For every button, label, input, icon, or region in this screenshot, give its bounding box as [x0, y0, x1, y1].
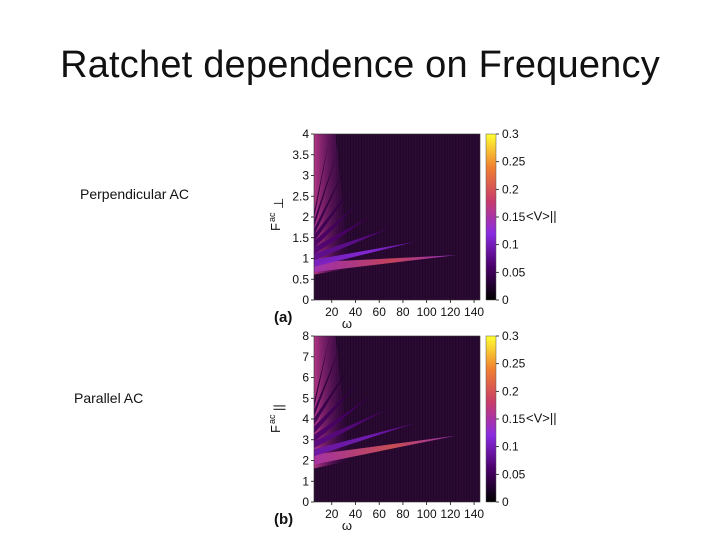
- y-tick-label: 5: [302, 391, 309, 405]
- resonance-tongue: [314, 435, 457, 465]
- colorbar-tick-label: 0.05: [502, 467, 526, 481]
- resonance-tongue: [314, 394, 374, 442]
- y-tick-label: 3: [302, 169, 309, 183]
- colorbar-tick-label: 0.1: [502, 440, 519, 454]
- x-tick-label: 20: [325, 305, 339, 319]
- low-frequency-region: [314, 134, 350, 275]
- y-axis-label-main: F: [268, 425, 283, 433]
- x-tick-label: 60: [373, 507, 387, 521]
- heatmap-svg-parallel: 0 1 2 3 4 5 6 7 8 20 40 60 80 100 120 140 ω (b) Fac || 0 0.05…: [267, 330, 557, 533]
- x-tick-label: 20: [325, 507, 339, 521]
- x-tick-label: 140: [464, 507, 484, 521]
- y-tick-label: 3.5: [292, 148, 309, 162]
- parallel-ac-label: Parallel AC: [74, 390, 144, 406]
- colorbar-tick-label: 0.15: [502, 412, 526, 426]
- x-axis-label: ω: [342, 316, 352, 331]
- colorbar-tick-label: 0.25: [502, 357, 526, 371]
- y-axis-label-sub: ⊥: [271, 198, 286, 209]
- resonance-tongue: [314, 241, 415, 267]
- y-tick-label: 2: [302, 454, 309, 468]
- y-axis-label: Fac ⊥: [267, 198, 286, 231]
- colorbar-tick-label: 0.1: [502, 238, 519, 252]
- y-axis-label: Fac ||: [267, 404, 286, 433]
- colorbar-tick-label: 0.15: [502, 210, 526, 224]
- y-tick-label: 1.5: [292, 231, 309, 245]
- x-axis-label: ω: [342, 518, 352, 533]
- x-tick-label: 100: [417, 305, 437, 319]
- x-tick-label: 80: [396, 507, 410, 521]
- x-tick-label: 60: [373, 305, 387, 319]
- x-tick-label: 120: [440, 305, 460, 319]
- y-tick-label: 1: [302, 474, 309, 488]
- x-tick-label: 40: [349, 305, 363, 319]
- y-axis-label-sub: ||: [271, 404, 286, 411]
- y-tick-label: 0.5: [292, 272, 309, 286]
- y-tick-label: 2.5: [292, 189, 309, 203]
- x-tick-label: 80: [396, 305, 410, 319]
- colorbar-tick-label: 0.2: [502, 182, 519, 196]
- y-tick-label: 4: [302, 128, 309, 141]
- resonance-tongue: [314, 185, 354, 242]
- panel-label: (a): [274, 309, 292, 326]
- x-tick-label: 40: [349, 507, 363, 521]
- y-tick-label: 4: [302, 412, 309, 426]
- y-axis-label-sup: ac: [267, 212, 277, 222]
- colorbar-tick-label: 0.3: [502, 128, 519, 141]
- colorbar-tick-label: 0.25: [502, 155, 526, 169]
- colorbar: [485, 335, 497, 503]
- y-tick-label: 1: [302, 252, 309, 266]
- y-tick-label: 0: [302, 495, 309, 509]
- resonance-tongue: [314, 255, 457, 273]
- y-tick-label: 3: [302, 433, 309, 447]
- colorbar-tick-label: 0: [502, 293, 509, 307]
- colorbar-label: <V>||: [526, 208, 557, 223]
- y-axis-label-sup: ac: [267, 414, 277, 424]
- x-tick-label: 120: [440, 507, 460, 521]
- y-tick-label: 8: [302, 330, 309, 343]
- x-tick-label: 140: [464, 305, 484, 319]
- colorbar-tick-label: 0.2: [502, 384, 519, 398]
- colorbar-tick-label: 0.3: [502, 330, 519, 343]
- heatmap-svg-perpendicular: 0 0.5 1 1.5 2 2.5 3 3.5 4 20 40 60 80 100 120 140 ω (a) Fa…: [267, 128, 557, 331]
- resonance-tongue: [314, 154, 337, 228]
- y-tick-label: 2: [302, 210, 309, 224]
- x-tick-label: 100: [417, 507, 437, 521]
- colorbar-tick-label: 0: [502, 495, 509, 509]
- panel-label: (b): [274, 511, 293, 528]
- colorbar-tick-label: 0.05: [502, 265, 526, 279]
- y-tick-label: 7: [302, 350, 309, 364]
- y-axis-label-main: F: [268, 223, 283, 231]
- colorbar-label: <V>||: [526, 410, 557, 425]
- low-frequency-region: [314, 336, 350, 469]
- perpendicular-ac-label: Perpendicular AC: [80, 186, 189, 202]
- slide-title: Ratchet dependence on Frequency: [60, 44, 660, 86]
- colorbar: [485, 133, 497, 301]
- y-tick-label: 0: [302, 293, 309, 307]
- y-tick-label: 6: [302, 371, 309, 385]
